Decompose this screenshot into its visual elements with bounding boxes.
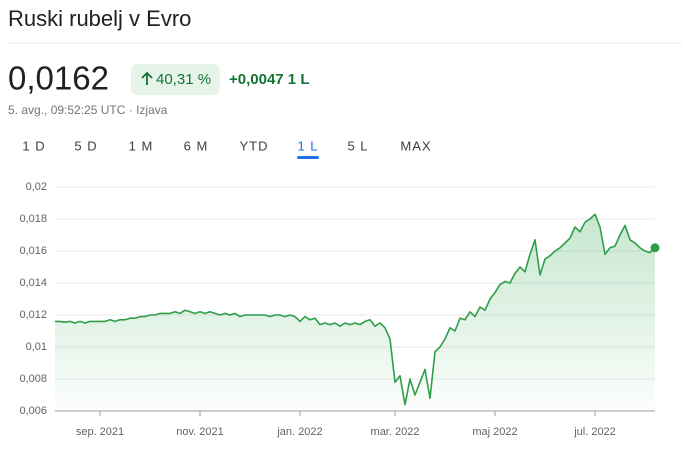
range-tab[interactable]: 6 M [184, 138, 209, 153]
change: +0,0047 1 L [229, 71, 309, 88]
y-tick-label: 0,016 [19, 245, 47, 257]
price: 0,0162 [8, 60, 109, 97]
range-tab[interactable]: YTD [240, 138, 269, 153]
last-point [650, 243, 660, 253]
range-tab[interactable]: 1 L [297, 138, 318, 153]
x-tick-label: nov. 2021 [176, 426, 224, 438]
x-tick-label: sep. 2021 [76, 426, 124, 438]
change-percent: 40,31 % [156, 71, 211, 88]
y-tick-label: 0,02 [26, 181, 47, 193]
range-tab[interactable]: 5 D [74, 138, 97, 153]
range-tab[interactable]: 1 M [129, 138, 154, 153]
y-tick-label: 0,012 [19, 309, 47, 321]
timestamp: 5. avg., 09:52:25 UTC · Izjava [8, 103, 168, 117]
y-tick-label: 0,008 [19, 373, 47, 385]
title: Ruski rubelj v Evro [8, 6, 191, 31]
range-tab[interactable]: MAX [400, 138, 431, 153]
range-tabs: 1 D 5 D 1 M 6 M YTD 1 L 5 L MAX [22, 138, 431, 159]
tab-underline [297, 156, 319, 159]
y-tick-label: 0,006 [19, 405, 47, 417]
plot: 0,006 0,008 0,01 0,012 0,014 0,016 0,018 0,02 se… [19, 181, 660, 438]
range-tab[interactable]: 5 L [347, 138, 368, 153]
y-tick-label: 0,018 [19, 213, 47, 225]
change-badge [131, 64, 220, 95]
x-tick-label: maj 2022 [472, 426, 517, 438]
x-tick-label: jan. 2022 [276, 426, 322, 438]
x-tick-label: mar. 2022 [371, 426, 420, 438]
y-tick-label: 0,014 [19, 277, 47, 289]
x-tick-label: jul. 2022 [573, 426, 616, 438]
range-tab[interactable]: 1 D [22, 138, 45, 153]
price-line [55, 213, 656, 406]
area-fill [55, 214, 655, 411]
y-tick-label: 0,01 [26, 341, 47, 353]
up-arrow [141, 71, 153, 85]
